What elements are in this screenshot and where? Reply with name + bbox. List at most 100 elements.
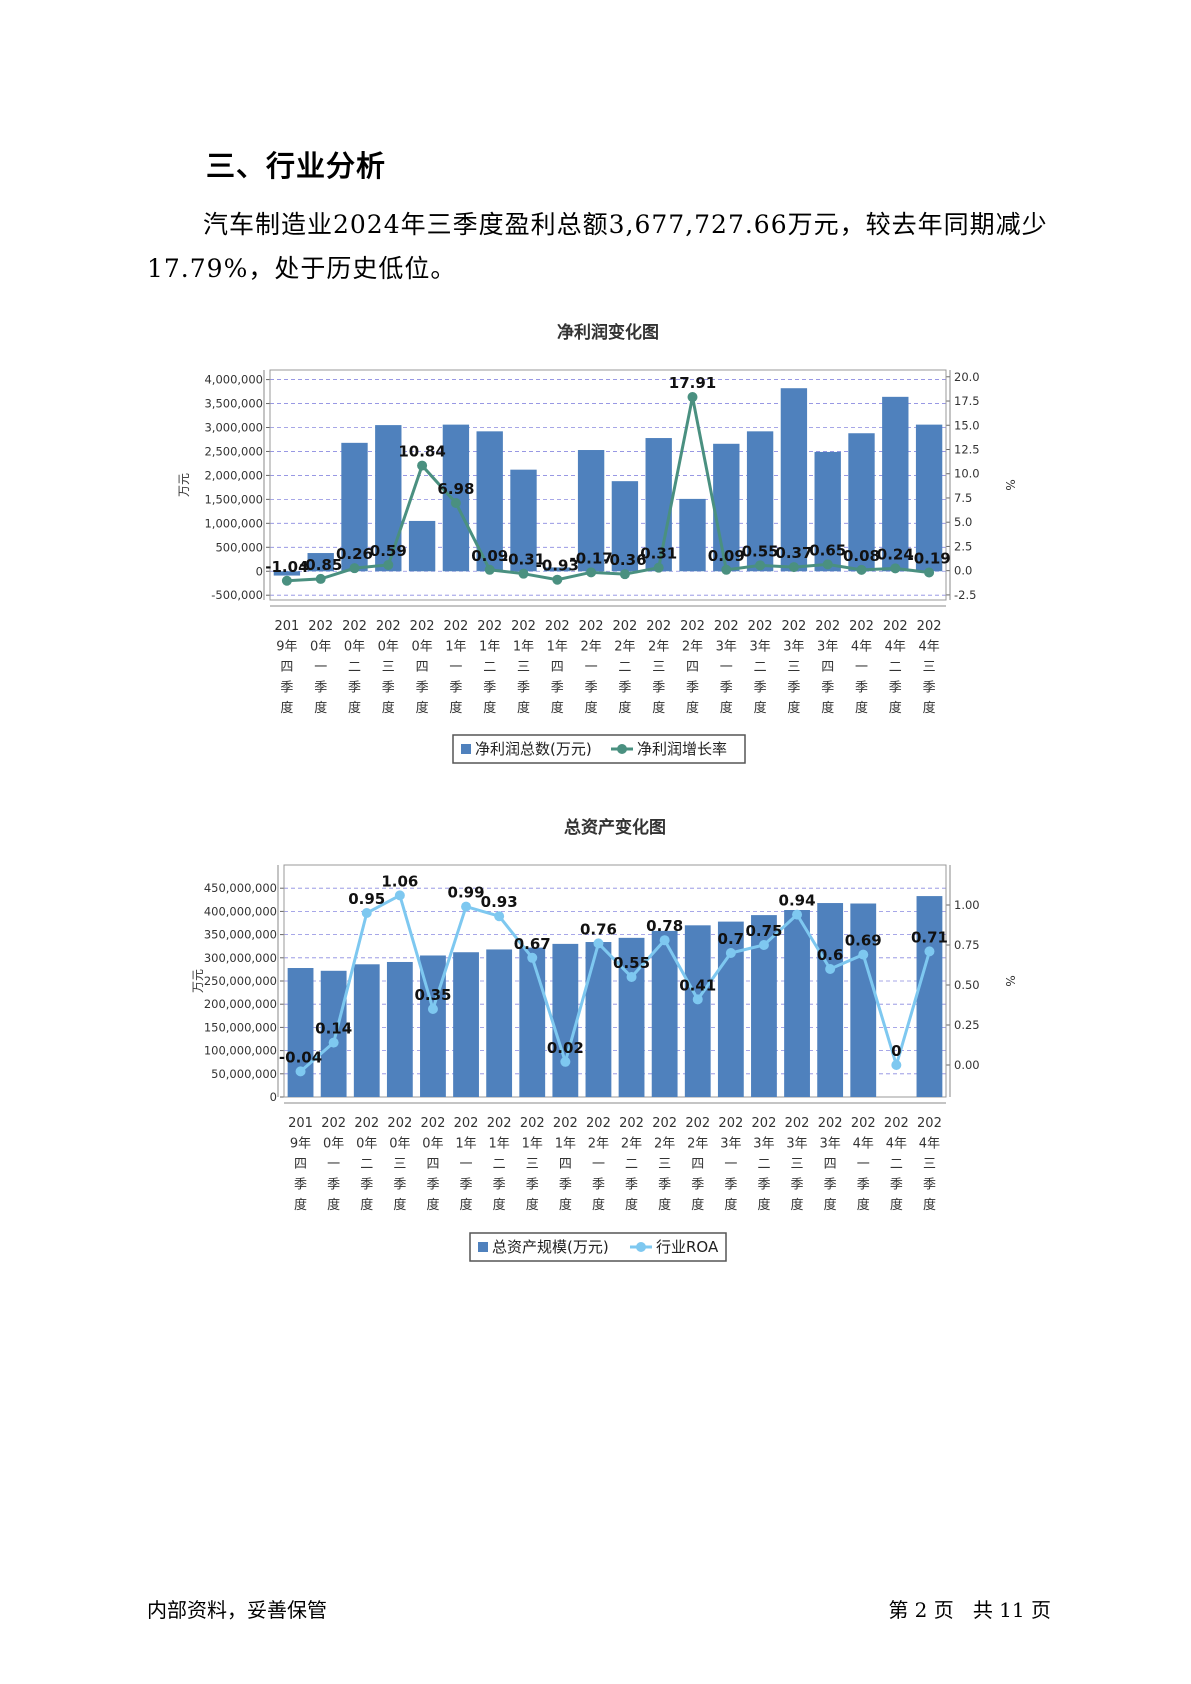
bar [341,442,368,572]
bar [353,964,380,1097]
plot-frame [283,864,947,1098]
bar [645,438,672,572]
bar [273,571,301,576]
bar [486,949,513,1097]
x-tick-label: 202 0年二季度 [342,619,367,716]
y-tick-label: 0 [256,564,263,578]
data-label: 1.06 [381,872,418,890]
line-point [825,964,836,974]
legend-line-marker [636,1242,646,1252]
line-point [856,564,867,575]
line-point [687,392,698,403]
line-point [755,560,766,571]
line-point [427,1004,438,1014]
y2-axis-title: % [1003,479,1017,490]
line-point [721,564,732,575]
bar [453,952,479,1097]
x-tick-label: 202 0年四季度 [410,619,435,716]
line-point [619,569,630,580]
y-tick-label: 300,000,000 [204,951,277,965]
body-paragraph: 汽车制造业2024年三季度盈利总额3,677,727.66万元，较去年同期减少1… [147,210,1048,283]
y2-tick-label: 10.0 [954,467,980,481]
legend-line-marker [617,744,627,754]
line-point [315,573,326,584]
y-axis-title: 万元 [177,473,191,497]
line-point [494,911,505,922]
x-tick-label: 202 2年四季度 [680,619,705,716]
x-tick-label: 202 0年三季度 [387,1116,412,1213]
line-point [361,908,372,918]
bar [577,450,605,572]
y-tick-label: 100,000,000 [204,1044,277,1058]
data-label: 0.7 [718,930,745,948]
bar [713,443,740,572]
line-series [299,893,931,1073]
y-tick-label: -500,000 [211,588,263,602]
data-label: -0.93 [536,557,579,575]
line-point [659,935,670,946]
data-label: 6.98 [437,480,474,498]
data-label: 0.71 [911,928,948,946]
line-point [394,890,405,901]
x-tick-label: 202 4年二季度 [884,1116,909,1213]
line-point [822,559,833,570]
y-tick-label: 400,000,000 [204,904,277,918]
x-tick-label: 202 3年一季度 [714,619,739,716]
line-point [626,972,637,982]
x-tick-label: 202 3年二季度 [748,619,773,716]
bar [915,424,943,572]
y-tick-label: 2,000,000 [204,468,263,482]
x-tick-label: 202 0年一季度 [321,1116,346,1213]
total-assets-chart: 总资产变化图 0 50,000,000 100,000,000 150,000,000 2… [191,817,1017,1262]
data-label: 0.95 [348,890,385,908]
x-tick-label: 202 0年四季度 [421,1116,446,1213]
y-tick-label: 350,000,000 [204,928,277,942]
data-label: 0.35 [414,986,451,1004]
line-point [792,909,803,920]
x-tick-label: 202 1年三季度 [511,619,536,716]
data-label: 0.59 [370,542,407,560]
y-axis-title: 万元 [191,969,205,993]
x-tick-label: 202 2年一季度 [579,619,604,716]
line-point [383,559,394,570]
line-point [890,563,901,574]
data-label: 0.99 [448,884,485,902]
data-label: 0.14 [315,1020,352,1038]
legend-bar-swatch [478,1242,488,1252]
bar [746,431,774,572]
legend: 总资产规模(万元) 行业ROA [469,1232,727,1262]
data-label: 0.76 [580,920,617,938]
line-point [924,946,935,957]
data-label: 0.65 [809,541,846,559]
data-label: 10.84 [398,443,445,461]
data-label: 0.93 [481,893,518,911]
data-label: -0.04 [279,1048,322,1066]
data-label: 0.78 [646,917,683,935]
y2-axis-title: % [1003,975,1017,986]
x-tick-label: 202 4年一季度 [849,619,874,716]
section-heading: 三、行业分析 [206,149,387,183]
data-label: 0.26 [336,545,373,563]
y2-tick-label: -2.5 [954,588,976,602]
line-point [349,563,360,574]
data-label: 0.6 [817,946,844,964]
data-label: 0.37 [775,544,812,562]
y-tick-label: 250,000,000 [204,974,277,988]
line-point [527,952,538,963]
y2-tick-label: 0.50 [954,978,980,992]
line-point [725,948,736,958]
x-tick-label: 202 2年一季度 [586,1116,611,1213]
line-point [586,567,597,578]
y-tick-label: 1,500,000 [204,492,263,506]
line-point [295,1066,306,1077]
y2-tick-label: 0.25 [954,1018,980,1032]
y-tick-label: 500,000 [215,540,263,554]
legend-box [452,734,746,764]
x-tick-label: 202 2年二季度 [612,619,637,716]
bar [618,937,645,1097]
data-label: -0.36 [603,551,646,569]
y2-tick-label: 1.00 [954,898,980,912]
y-tick-label: 1,000,000 [204,516,263,530]
data-label: 0.67 [514,935,551,953]
y2-tick-label: 20.0 [954,370,980,384]
